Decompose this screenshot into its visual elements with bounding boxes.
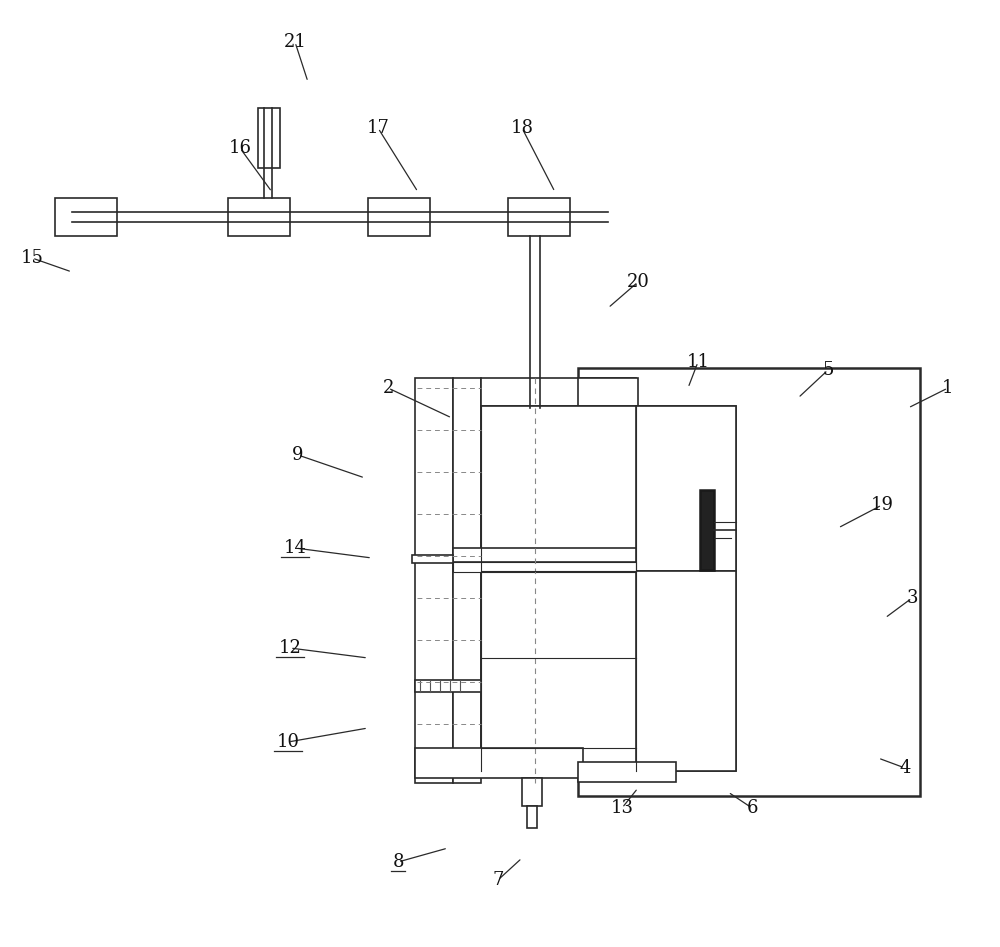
Text: 14: 14 [284,539,306,557]
Bar [415,378,453,783]
Bar [453,562,636,572]
Text: 19: 19 [870,496,894,514]
Bar [453,548,636,562]
Bar [415,680,481,692]
Bar [481,378,636,406]
Bar [522,778,542,806]
Text: 10: 10 [276,733,300,751]
Bar [412,555,453,563]
Text: 3: 3 [906,589,918,607]
Text: 4: 4 [899,759,911,777]
Bar [55,198,117,236]
Text: 9: 9 [292,446,304,464]
Text: 5: 5 [822,361,834,379]
Bar [508,198,570,236]
Bar [700,490,714,570]
Text: 13: 13 [610,799,634,817]
Bar [578,378,638,406]
Bar [258,108,280,168]
Text: 15: 15 [21,249,43,267]
Text: 16: 16 [228,139,252,157]
Text: 17: 17 [367,119,389,137]
Text: 18: 18 [511,119,534,137]
Bar [228,198,290,236]
Text: 1: 1 [942,379,954,397]
Text: 7: 7 [492,871,504,889]
Bar [481,406,736,771]
Bar [636,571,736,771]
Text: 12: 12 [279,639,301,657]
Bar [578,762,676,782]
Bar [527,806,537,828]
Bar [415,748,583,778]
Text: 6: 6 [746,799,758,817]
Text: 2: 2 [382,379,394,397]
Text: 11: 11 [686,353,710,371]
Text: 20: 20 [627,273,649,291]
Bar [636,406,736,571]
Bar [453,378,481,783]
Text: 21: 21 [284,33,306,51]
Bar [578,368,920,796]
Text: 8: 8 [392,853,404,871]
Bar [368,198,430,236]
